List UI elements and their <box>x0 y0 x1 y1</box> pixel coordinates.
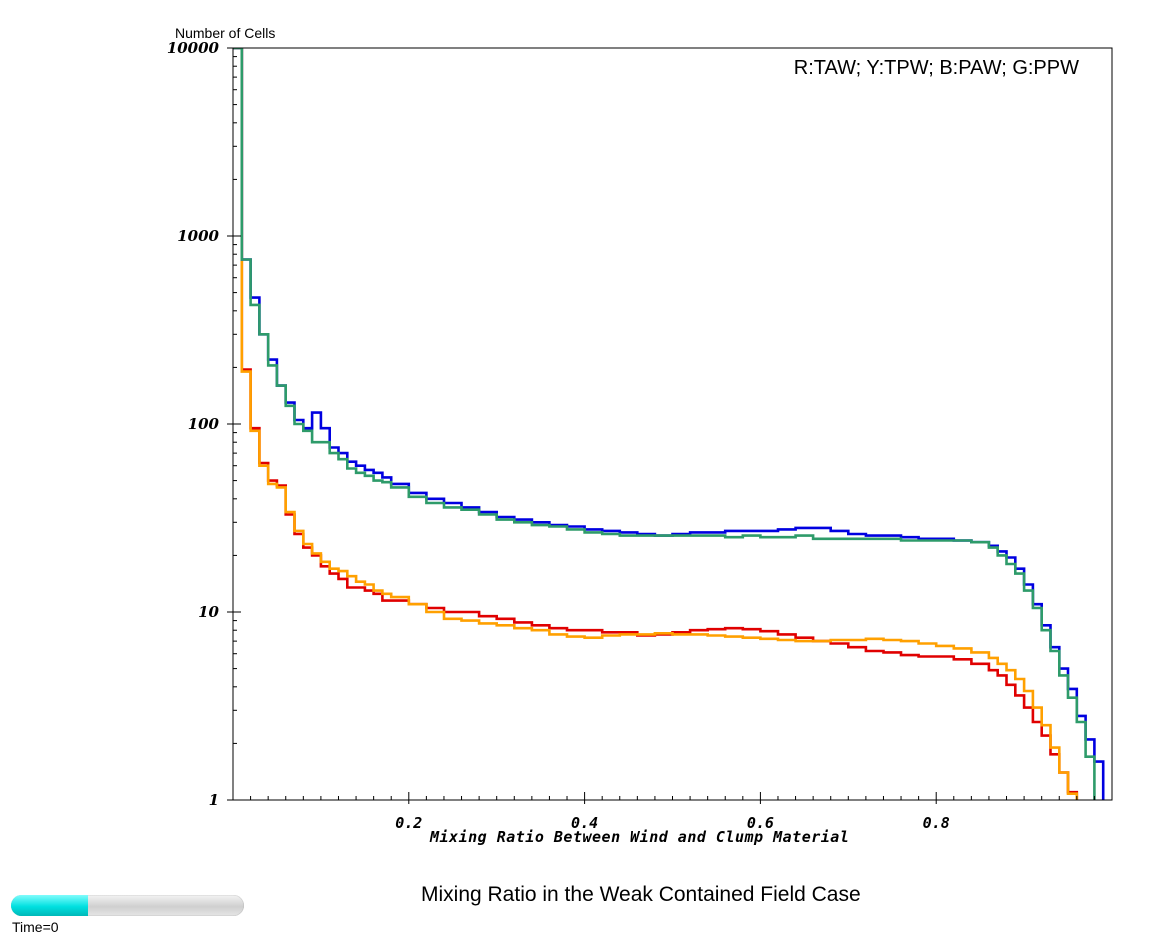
plot-frame <box>232 47 1113 801</box>
time-label: Time=0 <box>12 919 59 935</box>
series-tpw-line <box>233 48 1079 800</box>
time-slider-fill[interactable] <box>11 895 88 916</box>
series-ppw-line <box>233 48 1096 800</box>
y-tick-label: 10000 <box>167 39 220 57</box>
series-taw-line <box>233 48 1079 800</box>
chart-caption: Mixing Ratio in the Weak Contained Field… <box>421 883 861 906</box>
x-tick-label: 0.8 <box>923 814 950 832</box>
y-tick-label: 100 <box>188 415 220 433</box>
series-layer <box>233 48 1105 800</box>
legend: R:TAW; Y:TPW; B:PAW; G:PPW <box>793 57 1079 79</box>
x-axis-title: Mixing Ratio Between Wind and Clump Mate… <box>430 828 850 846</box>
x-tick-label: 0.6 <box>747 814 774 832</box>
y-axis-ticks: 1 10 100 1000 10000 <box>167 39 241 809</box>
y-tick-label: 1 <box>209 791 219 809</box>
x-axis-ticks: 0.2 0.4 0.6 0.8 <box>250 792 1095 832</box>
x-tick-label: 0.2 <box>395 814 422 832</box>
time-slider[interactable] <box>11 895 244 916</box>
y-tick-label: 1000 <box>177 227 219 245</box>
y-axis-title: Number of Cells <box>175 25 276 41</box>
series-paw-line <box>233 48 1105 800</box>
y-tick-label: 10 <box>198 603 219 621</box>
x-tick-label: 0.4 <box>571 814 598 832</box>
